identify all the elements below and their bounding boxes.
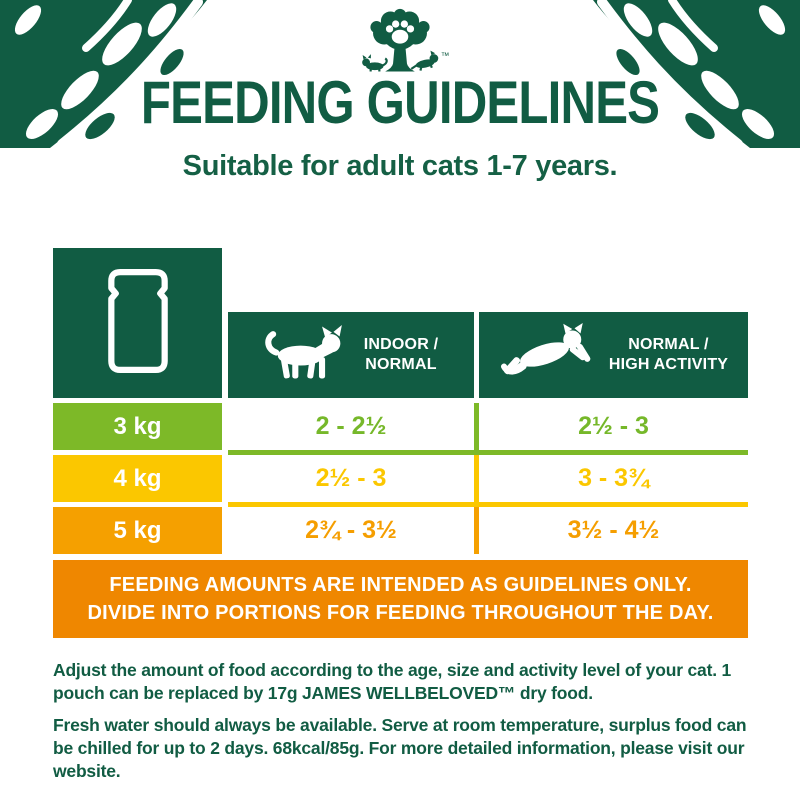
serving-value: 3 - 3¾ <box>479 455 748 502</box>
column-header-indoor-normal: INDOOR / NORMAL <box>228 312 474 398</box>
cell-divider <box>474 507 479 554</box>
serving-value: 2¾ - 3½ <box>228 507 474 554</box>
column-label-line: INDOOR / <box>363 336 439 353</box>
banner-line: FEEDING AMOUNTS ARE INTENDED AS GUIDELIN… <box>109 574 692 596</box>
footnotes: Adjust the amount of food according to t… <box>53 659 753 783</box>
row-divider <box>228 450 748 455</box>
column-label-line: NORMAL / <box>628 336 709 353</box>
page-subtitle: Suitable for adult cats 1-7 years. <box>182 150 618 182</box>
footnote-adjust-amount: Adjust the amount of food according to t… <box>53 660 732 703</box>
table-row-4kg: 4 kg 2½ - 3 3 - 3¾ <box>53 455 748 502</box>
table-header: DAILY SERVING (POUCHES) <box>53 248 748 398</box>
guidelines-banner: FEEDING AMOUNTS ARE INTENDED AS GUIDELIN… <box>53 560 748 638</box>
leaf-branch-right-icon <box>588 0 800 163</box>
weight-cell: 3 kg <box>53 403 222 450</box>
walking-cat-icon <box>264 325 348 385</box>
header-gap <box>222 248 228 398</box>
logo-trademark: ™ <box>441 50 450 60</box>
row-divider <box>228 502 748 507</box>
daily-serving-header: DAILY SERVING (POUCHES) <box>340 265 636 289</box>
leaf-branch-left-icon <box>0 0 212 163</box>
column-header-normal-high: NORMAL / HIGH ACTIVITY <box>479 312 748 398</box>
weight-header-cell <box>53 248 222 398</box>
serving-value: 2½ - 3 <box>479 403 748 450</box>
cell-divider <box>474 403 479 450</box>
tree-paw-logo-icon: ™ <box>335 8 465 93</box>
table-row-5kg: 5 kg 2¾ - 3½ 3½ - 4½ <box>53 507 748 554</box>
weight-cell: 4 kg <box>53 455 222 502</box>
column-label-line: HIGH ACTIVITY <box>608 356 729 373</box>
header-divider <box>228 307 748 312</box>
pouch-icon <box>106 268 170 379</box>
feeding-table: DAILY SERVING (POUCHES) <box>53 248 748 638</box>
leaping-cat-icon <box>499 322 593 388</box>
weight-cell: 5 kg <box>53 507 222 554</box>
cell-divider <box>474 455 479 502</box>
banner-gap <box>53 554 748 560</box>
serving-value: 2½ - 3 <box>228 455 474 502</box>
column-divider <box>474 312 479 398</box>
row-gap <box>53 398 748 403</box>
column-label-line: NORMAL <box>365 356 437 373</box>
table-row-3kg: 3 kg 2 - 2½ 2½ - 3 <box>53 403 748 450</box>
banner-line: DIVIDE INTO PORTIONS FOR FEEDING THROUGH… <box>87 602 714 624</box>
serving-value: 3½ - 4½ <box>479 507 748 554</box>
footnote-fresh-water: Fresh water should always be available. … <box>53 715 747 781</box>
serving-value: 2 - 2½ <box>228 403 474 450</box>
page-title: FEEDING GUIDELINES <box>140 69 660 136</box>
